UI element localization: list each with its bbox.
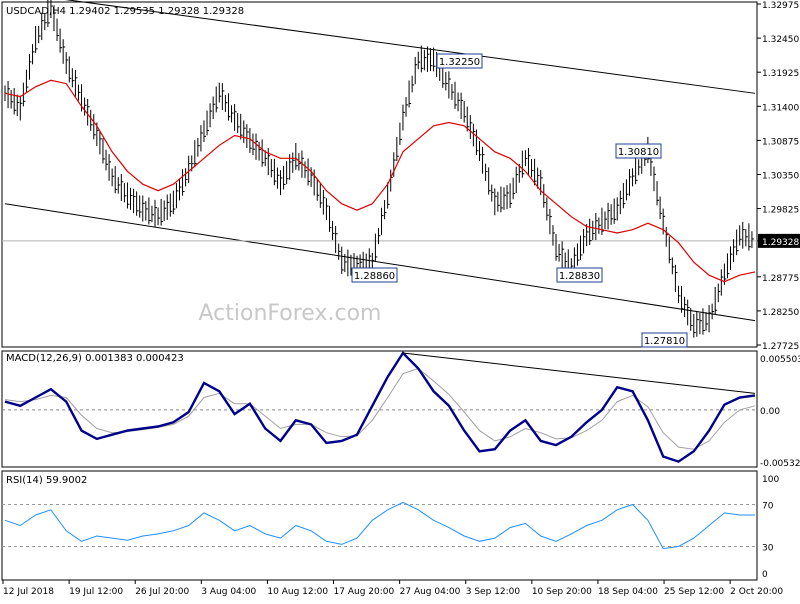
- rsi-title: RSI(14) 59.9002: [6, 475, 87, 486]
- moving-average-line: [4, 79, 756, 283]
- macd-trendline: [402, 352, 756, 394]
- channel-lower-line: [4, 203, 756, 322]
- annotation-box: [351, 267, 398, 283]
- price-layer: 1.32250 1.30810 1.28860 1.28830 1.27810: [2, 0, 757, 348]
- current-price-label: 1.29328: [762, 238, 799, 248]
- current-price-tag: [758, 233, 800, 248]
- price-axis-label: 1.27725: [762, 342, 799, 352]
- time-axis-label: 26 Jul 20:00: [135, 587, 189, 597]
- time-axis-label: 12 Jul 2018: [3, 587, 54, 597]
- time-axis-label: 3 Sep 12:00: [466, 587, 521, 597]
- price-annotation: 1.28830: [556, 267, 603, 283]
- time-axis-label: 10 Aug 12:00: [267, 587, 328, 597]
- price-annotation: 1.28860: [351, 267, 398, 283]
- time-axis-label: 19 Jul 12:00: [69, 587, 123, 597]
- price-axis-label: 1.32975: [762, 1, 799, 11]
- macd-axis-label: 0.005503: [760, 355, 800, 365]
- time-axis-label: 25 Sep 12:00: [664, 587, 724, 597]
- time-axis-label: 18 Sep 04:00: [598, 587, 658, 597]
- macd-title: MACD(12,26,9) 0.001383 0.000423: [6, 353, 184, 364]
- price-annotation: 1.27810: [641, 332, 688, 348]
- annotation-label: 1.28860: [354, 271, 395, 282]
- rsi-layer: [2, 501, 757, 550]
- time-axis-label: 27 Aug 04:00: [400, 587, 461, 597]
- macd-axis-label: -0.005326: [760, 459, 800, 469]
- price-axis-label: 1.31925: [762, 69, 799, 79]
- time-axis-label: 3 Aug 04:00: [201, 587, 256, 597]
- annotation-box: [615, 143, 662, 159]
- time-axis-label: 10 Sep 20:00: [532, 587, 592, 597]
- price-axis-label: 1.31400: [762, 103, 799, 113]
- rsi-axis-label: 30: [762, 544, 774, 554]
- price-axis-label: 1.28250: [762, 308, 799, 318]
- chart-header: USDCAD,H4 1.29402 1.29535 1.29328 1.2932…: [6, 6, 244, 17]
- rsi-axis-label: 0: [762, 570, 768, 580]
- price-axis-label: 1.30875: [762, 137, 799, 147]
- price-axis-label: 1.29825: [762, 206, 799, 216]
- rsi-axis-label: 100: [762, 475, 779, 485]
- price-axis-label: 1.32450: [762, 35, 799, 45]
- price-axis-label: 1.30350: [762, 172, 799, 182]
- watermark: ActionForex.com: [199, 301, 382, 326]
- macd-line: [4, 351, 756, 463]
- price-annotation: 1.32250: [436, 53, 483, 69]
- rsi-axis-label: 70: [762, 502, 774, 512]
- annotation-label: 1.32250: [439, 57, 480, 68]
- annotation-box: [641, 332, 688, 348]
- channel-upper-line: [65, 0, 756, 94]
- price-axis-label: 1.28775: [762, 274, 799, 284]
- macd-layer: [2, 351, 757, 463]
- annotation-label: 1.30810: [618, 147, 659, 158]
- rsi-panel: [1, 470, 758, 581]
- time-axis-label: 2 Oct 20:00: [730, 587, 783, 597]
- annotation-label: 1.28830: [559, 271, 600, 282]
- macd-axis-label: 0.00: [760, 407, 780, 417]
- annotation-box: [556, 267, 603, 283]
- time-axis-label: 17 Aug 20:00: [334, 587, 395, 597]
- price-annotation: 1.30810: [615, 143, 662, 159]
- annotation-label: 1.27810: [644, 336, 685, 347]
- rsi-line: [4, 501, 755, 550]
- annotation-box: [436, 53, 483, 69]
- price-panel: [1, 1, 758, 348]
